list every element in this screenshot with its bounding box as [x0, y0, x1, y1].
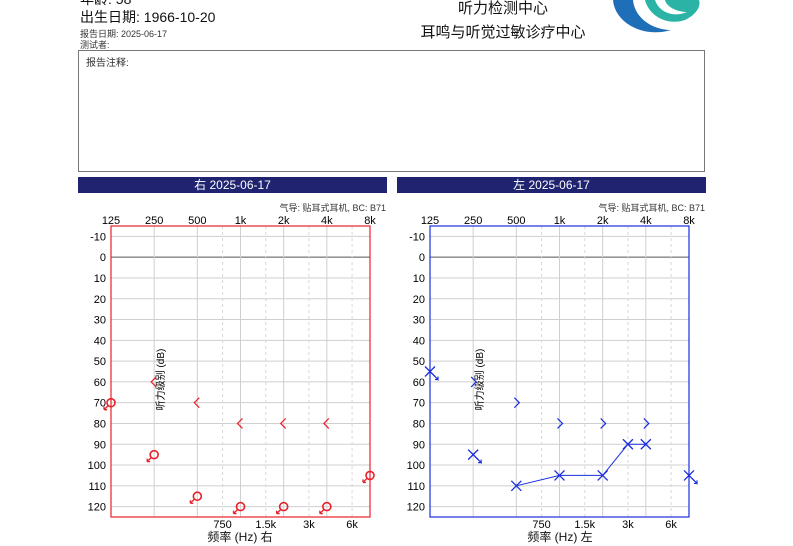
- y-tick-label: 100: [88, 460, 106, 472]
- no-response-arrow: [103, 405, 109, 411]
- y-tick-label: 30: [94, 315, 106, 327]
- x-top-tick-label: 250: [145, 215, 163, 227]
- plot-frame: [110, 225, 371, 518]
- y-tick-label: 80: [94, 418, 106, 430]
- logo-swoosh-blue: [613, 0, 671, 33]
- x-top-tick-label: 8k: [364, 215, 376, 227]
- air-conduction-marker: [278, 501, 289, 512]
- air-conduction-marker: [322, 501, 332, 512]
- x-top-tick-label: 2k: [278, 215, 290, 227]
- y-tick-label: 60: [94, 377, 106, 389]
- x-top-tick-label: 125: [102, 215, 120, 227]
- y-tick-label: 120: [88, 502, 106, 514]
- bone-conduction-marker: [150, 376, 157, 388]
- y-tick-label: 10: [94, 273, 106, 285]
- air-conduction-marker: [192, 491, 203, 502]
- y-axis-label: 听力级别 (dB): [154, 349, 167, 411]
- y-tick-label: 40: [94, 335, 106, 347]
- y-tick-label: -10: [90, 231, 106, 243]
- no-response-arrow: [146, 457, 152, 463]
- left-transducer-label: 气导: 贴耳式耳机, BC: B71: [598, 203, 705, 213]
- x-bottom-tick-label: 3k: [303, 519, 315, 531]
- center-name-line1: 听力检测中心: [457, 0, 548, 17]
- no-response-arrow: [319, 509, 325, 515]
- age-line: 年龄: 58: [80, 0, 131, 9]
- no-response-arrow: [362, 477, 368, 484]
- bone-conduction-marker: [236, 418, 243, 429]
- left-ear-banner: 左 2025-06-17: [397, 177, 706, 193]
- date-of-birth: 出生日期: 1966-10-20: [80, 9, 216, 25]
- y-tick-label: 110: [88, 481, 106, 493]
- air-conduction-marker: [106, 397, 116, 408]
- x-top-tick-label: 4k: [321, 215, 333, 227]
- bone-conduction-marker: [193, 397, 200, 409]
- bone-conduction-marker: [322, 418, 330, 429]
- y-tick-label: 20: [94, 294, 106, 306]
- clinic-logo: [613, 0, 700, 33]
- y-tick-label: 0: [100, 252, 106, 264]
- report-notes-box[interactable]: 报告注释:: [78, 50, 705, 172]
- x-bottom-tick-label: 750: [213, 519, 231, 531]
- air-conduction-marker: [365, 470, 375, 481]
- report-date: 报告日期: 2025-06-17: [80, 29, 168, 39]
- no-response-arrow: [276, 509, 282, 515]
- logo-swoosh-white: [655, 0, 687, 15]
- air-conduction-marker: [149, 449, 159, 460]
- y-tick-label: 70: [94, 398, 106, 410]
- y-tick-label: 90: [94, 439, 106, 451]
- x-bottom-tick-label: 6k: [346, 519, 358, 531]
- x-bottom-tick-label: 1.5k: [255, 519, 276, 531]
- air-conduction-marker: [235, 501, 246, 512]
- no-response-arrow: [189, 498, 195, 504]
- bone-conduction-marker: [279, 418, 287, 429]
- center-name-line2: 耳鸣与听觉过敏诊疗中心: [420, 24, 586, 41]
- x-top-tick-label: 1k: [235, 215, 247, 227]
- left-x-axis-label: 频率 (Hz) 左: [527, 530, 593, 544]
- right-transducer-label: 气导: 贴耳式耳机, BC: B71: [279, 203, 386, 213]
- no-response-arrow: [232, 509, 238, 515]
- y-tick-label: 50: [94, 356, 106, 368]
- right-x-axis-label: 频率 (Hz) 右: [207, 530, 273, 544]
- right-ear-banner: 右 2025-06-17: [78, 177, 387, 193]
- report-notes-label: 报告注释:: [86, 58, 129, 69]
- x-top-tick-label: 500: [188, 215, 206, 227]
- examiner-label: 测试者:: [80, 40, 110, 50]
